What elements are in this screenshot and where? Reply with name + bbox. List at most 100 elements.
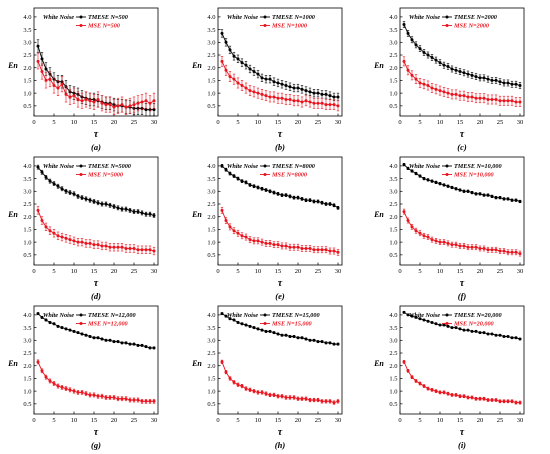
data-point [320, 201, 324, 205]
series-line [221, 361, 339, 404]
data-point [76, 240, 80, 244]
data-point [498, 399, 502, 403]
y-tick-label: 1.0 [389, 388, 397, 395]
data-point [104, 338, 108, 342]
series-mse [36, 206, 156, 256]
x-tick-label: 20 [477, 268, 484, 275]
panel-caption: (a) [91, 142, 101, 152]
legend-label-tmese: TMESE N=15,000 [272, 312, 320, 319]
data-point [40, 315, 44, 319]
data-point [514, 401, 518, 405]
x-axis-label: τ [460, 129, 465, 140]
series-mse [36, 53, 156, 116]
y-tick-label: 3.0 [389, 189, 397, 196]
data-point [336, 342, 340, 346]
y-tick-label: 0.5 [389, 103, 397, 110]
legend-marker-tmese [79, 313, 83, 317]
data-point [410, 73, 414, 77]
y-tick-label: 2.0 [389, 363, 397, 370]
data-point [236, 57, 240, 61]
data-point [514, 336, 518, 340]
data-point [220, 59, 224, 63]
data-point [128, 398, 132, 402]
y-axis-label: En [7, 61, 18, 70]
data-point [52, 231, 56, 235]
data-point [402, 59, 406, 63]
y-tick-label: 4.0 [389, 14, 397, 21]
data-point [478, 192, 482, 196]
data-point [446, 324, 450, 328]
data-point [124, 105, 128, 109]
y-tick-label: 2.5 [207, 201, 215, 208]
data-point [100, 394, 104, 398]
x-tick-label: 20 [295, 119, 302, 126]
data-point [36, 312, 40, 316]
data-point [336, 104, 340, 108]
y-tick-label: 3.0 [23, 40, 31, 47]
data-point [268, 329, 272, 333]
data-point [64, 327, 68, 331]
data-point [80, 99, 84, 103]
data-point [72, 94, 76, 98]
data-point [280, 394, 284, 398]
x-tick-label: 15 [91, 119, 98, 126]
data-point [430, 238, 434, 242]
y-tick-label: 0.5 [23, 401, 31, 408]
data-point [494, 333, 498, 337]
data-point [244, 86, 248, 90]
data-point [478, 246, 482, 250]
series-line [403, 211, 521, 254]
y-tick-label: 1.0 [23, 239, 31, 246]
panel-caption: (g) [91, 440, 101, 450]
data-point [244, 63, 248, 67]
y-tick-label: 3.0 [207, 40, 215, 47]
series-line [37, 361, 154, 402]
data-point [240, 322, 244, 326]
data-point [44, 225, 48, 229]
data-point [124, 246, 128, 250]
x-tick-label: 0 [32, 119, 35, 126]
x-tick-label: 20 [295, 417, 302, 424]
series-mse [220, 207, 340, 256]
y-axis-label: En [191, 61, 202, 70]
series-tmese [220, 29, 340, 102]
x-axis-label: τ [94, 427, 99, 438]
data-point [514, 250, 518, 254]
data-point [304, 337, 308, 341]
data-point [324, 92, 328, 96]
y-tick-label: 4.0 [23, 312, 31, 319]
data-point [304, 198, 308, 202]
data-point [502, 334, 506, 338]
data-point [434, 180, 438, 184]
data-point [494, 97, 498, 101]
x-tick-label: 20 [477, 417, 484, 424]
y-tick-label: 3.5 [207, 325, 215, 332]
data-point [80, 240, 84, 244]
y-tick-label: 1.0 [389, 239, 397, 246]
data-point [276, 243, 280, 247]
data-point [140, 211, 144, 215]
x-tick-label: 30 [151, 268, 158, 275]
data-point [406, 31, 410, 35]
data-point [44, 67, 48, 71]
data-point [260, 240, 264, 244]
data-point [248, 238, 252, 242]
data-point [48, 229, 52, 233]
data-point [268, 189, 272, 193]
y-tick-label: 1.5 [23, 78, 31, 85]
data-point [88, 393, 92, 397]
data-point [232, 174, 236, 178]
data-point [272, 191, 276, 195]
y-tick-label: 3.5 [207, 27, 215, 34]
data-point [152, 213, 156, 217]
data-point [68, 191, 72, 195]
data-point [116, 206, 120, 210]
series-line [403, 361, 520, 404]
legend-label-mse: MSE N=12,000 [87, 321, 128, 328]
panel-caption: (f) [458, 291, 467, 301]
data-point [276, 394, 280, 398]
data-point [316, 248, 320, 252]
data-point [44, 78, 48, 82]
data-point [64, 236, 68, 240]
data-point [136, 343, 140, 347]
